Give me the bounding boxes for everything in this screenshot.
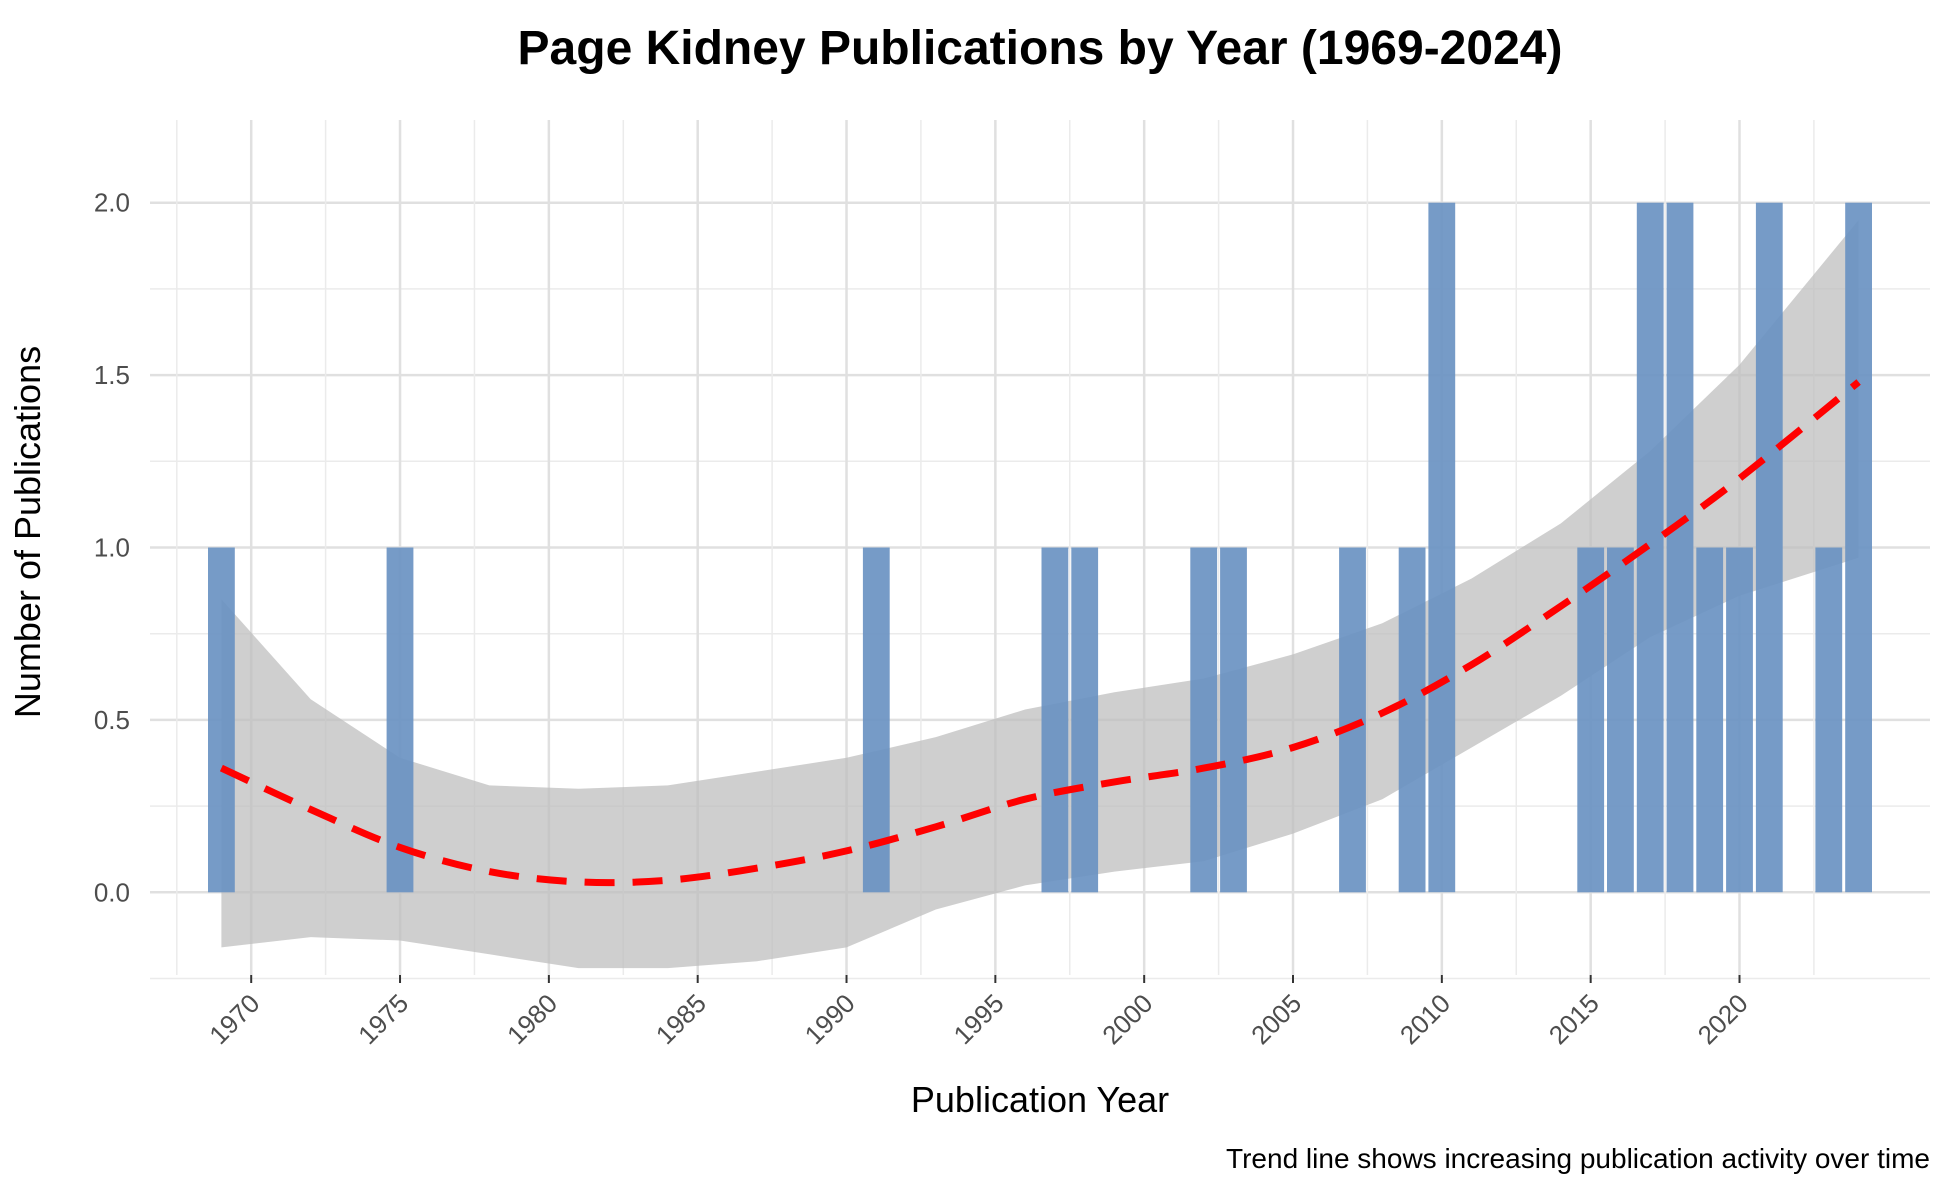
bar-2023 (1815, 547, 1843, 893)
bar-1998 (1071, 547, 1099, 893)
x-tick-label: 2005 (1245, 988, 1307, 1050)
bar-2002 (1190, 547, 1218, 893)
x-tick-label: 1995 (947, 988, 1009, 1050)
x-tick-label: 1980 (501, 988, 563, 1050)
bar-1991 (862, 547, 890, 893)
x-tick-label: 1990 (799, 988, 861, 1050)
confidence-band (221, 220, 1859, 969)
x-tick-label: 2015 (1543, 988, 1605, 1050)
y-axis-ticks: 0.0 0.5 1.0 1.5 2.0 (94, 188, 130, 908)
y-tick-label: 0.5 (94, 705, 130, 735)
x-tick-label: 2020 (1692, 988, 1754, 1050)
trend-line (219, 379, 1861, 887)
bar-2024 (1845, 202, 1872, 893)
bar-1969 (208, 547, 235, 893)
y-axis-title: Number of Publications (7, 346, 48, 718)
bar-2009 (1398, 547, 1426, 893)
bar-2021 (1755, 202, 1783, 893)
bar-1975 (386, 547, 414, 893)
chart-caption: Trend line shows increasing publication … (1226, 1143, 1930, 1174)
bar-2015 (1577, 547, 1605, 893)
x-tick-label: 1970 (203, 988, 265, 1050)
x-axis-title: Publication Year (911, 1079, 1169, 1120)
bar-2018 (1666, 202, 1694, 893)
x-tick-label: 1985 (650, 988, 712, 1050)
bar-2019 (1696, 547, 1724, 893)
bar-2010 (1428, 202, 1456, 893)
bars (208, 202, 1872, 893)
bar-2020 (1726, 547, 1753, 893)
chart-title: Page Kidney Publications by Year (1969-2… (518, 22, 1563, 75)
bar-2003 (1220, 547, 1247, 893)
bar-1997 (1041, 547, 1069, 893)
x-tick-label: 2000 (1096, 988, 1158, 1050)
trend-line-group (219, 379, 1861, 887)
x-axis-ticks: 1970 1975 1980 1985 1990 1995 2000 2005 2010 2015… (203, 975, 1754, 1050)
y-tick-label: 1.0 (94, 533, 130, 563)
bar-2016 (1607, 547, 1634, 893)
confidence-band-area (221, 220, 1859, 969)
y-tick-label: 0.0 (94, 877, 130, 907)
x-tick-label: 1975 (352, 988, 414, 1050)
y-tick-label: 1.5 (94, 360, 130, 390)
x-tick-label: 2010 (1394, 988, 1456, 1050)
y-tick-label: 2.0 (94, 188, 130, 218)
